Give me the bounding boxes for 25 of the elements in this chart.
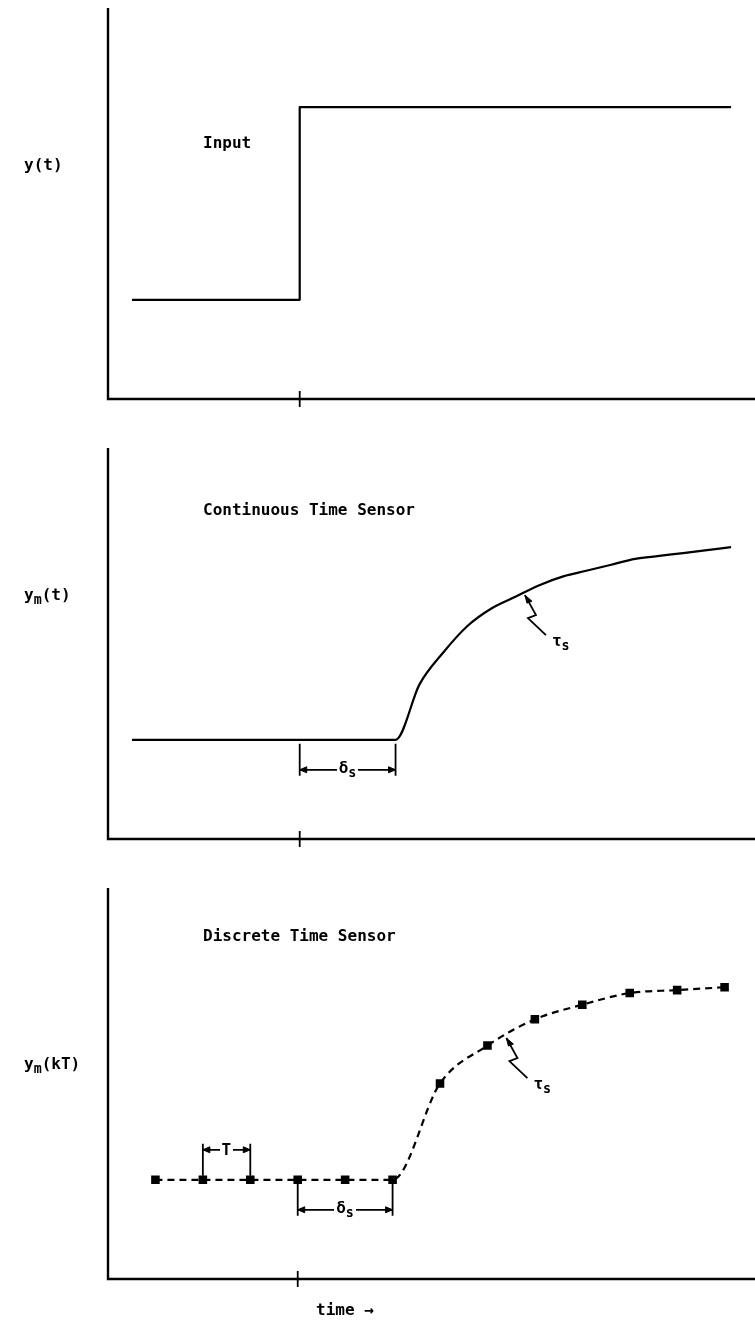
- point: [720, 982, 729, 992]
- chart-title: Continuous Time Sensor: [203, 500, 415, 519]
- point: [530, 1015, 540, 1024]
- point: [340, 1175, 350, 1185]
- point: [483, 1041, 492, 1050]
- annotation: τ$_{s}$: [531, 1074, 554, 1097]
- y-axis-title: y$_{m}$(t): [24, 585, 71, 608]
- annotation: δ$_{s}$: [336, 757, 359, 780]
- annotation: τ$_{s}$: [549, 631, 572, 654]
- point: [151, 1175, 160, 1185]
- annotation: T: [219, 1139, 234, 1159]
- point: [672, 985, 682, 995]
- y-axis-title: y(t): [24, 155, 63, 174]
- point: [388, 1175, 397, 1185]
- x-axis-title: time →: [316, 1300, 374, 1319]
- point: [435, 1079, 445, 1088]
- y-axis-title: y$_{m}$(kT): [24, 1054, 81, 1077]
- text: Input: [203, 133, 252, 152]
- point: [293, 1175, 302, 1185]
- point: [578, 1000, 587, 1009]
- point: [625, 988, 635, 998]
- point: [246, 1175, 255, 1185]
- chart-title: Discrete Time Sensor: [203, 926, 396, 945]
- annotation: δ$_{s}$: [334, 1197, 356, 1220]
- point: [198, 1175, 208, 1185]
